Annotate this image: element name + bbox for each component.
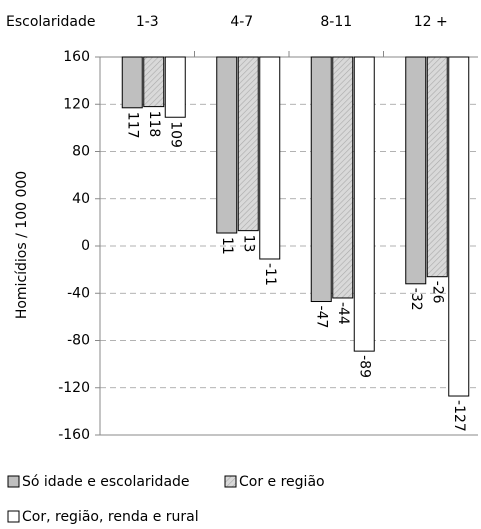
value-label: 118 [146,111,162,138]
value-label: -11 [262,263,278,286]
bar [405,56,427,285]
x-tick-label: 8-11 [320,14,352,30]
x-tick-label: 12 + [414,14,448,30]
y-tick-label: 40 [72,191,90,207]
y-tick-label: -80 [67,333,90,349]
y-tick-label: 80 [72,144,90,160]
legend-swatch [7,475,20,488]
legend-label: Só idade e escolaridade [22,474,190,490]
bar [448,56,470,397]
value-label: 117 [124,112,140,139]
bar [310,56,332,303]
y-tick-label: 120 [63,96,90,112]
value-label: 11 [219,237,235,255]
x-tick-label: 1-3 [136,14,159,30]
bar [259,56,281,260]
bar [353,56,375,352]
bar [143,56,165,108]
legend-label: Cor, região, renda e rural [22,509,199,525]
legend-label: Cor e região [239,474,325,490]
value-label: -44 [335,302,351,325]
y-tick-label: -40 [67,285,90,301]
value-label: -89 [356,355,372,378]
value-label: -26 [429,281,445,304]
value-label: -127 [451,400,467,432]
y-tick-label: -120 [58,380,90,396]
y-tick-label: -160 [58,427,90,443]
value-label: -47 [313,306,329,329]
y-tick-label: 160 [63,49,90,65]
y-axis-label: Homicídios / 100 000 [14,171,30,319]
legend-swatch [224,475,237,488]
x-tick-label: 4-7 [230,14,253,30]
y-tick-label: 0 [81,238,90,254]
bar [121,56,143,109]
x-axis-label: Escolaridade [6,14,95,30]
bar [237,56,259,232]
value-label: 109 [167,121,183,148]
legend-swatch [7,510,20,523]
bar [332,56,354,299]
value-label: -32 [408,288,424,311]
bar [164,56,186,118]
bar [426,56,448,278]
value-label: 13 [240,235,256,253]
bar [216,56,238,234]
